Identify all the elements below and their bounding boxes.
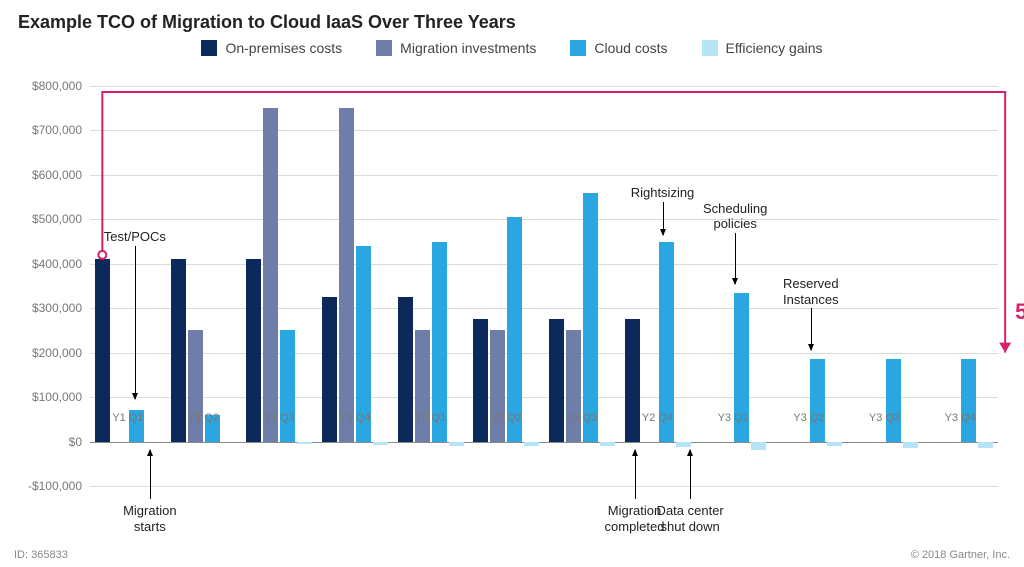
ytick-label: $800,000: [32, 79, 82, 93]
bar-efficiency: [903, 442, 918, 448]
annotation-label: Test/POCs: [104, 229, 166, 245]
bar-migration: [339, 108, 354, 441]
bar-group: Y1 Q2: [171, 86, 237, 486]
legend-swatch: [201, 40, 217, 56]
bar-migration: [566, 330, 581, 441]
bar-group: Y3 Q4: [927, 86, 993, 486]
bar-group: Y1 Q1: [95, 86, 161, 486]
footer-id: ID: 365833: [14, 549, 68, 561]
bar-migration: [188, 330, 203, 441]
legend: On-premises costs Migration investments Cl…: [0, 40, 1024, 56]
bar-group: Y2 Q1: [398, 86, 464, 486]
bar-group: Y1 Q3: [246, 86, 312, 486]
bar-efficiency: [676, 442, 691, 447]
ytick-label: -$100,000: [28, 479, 82, 493]
bar-cloud: [961, 359, 976, 441]
legend-swatch: [702, 40, 718, 56]
bar-cloud: [507, 217, 522, 441]
xtick-label: Y1 Q1: [90, 412, 166, 424]
bar-efficiency: [297, 442, 312, 444]
legend-item: On-premises costs: [201, 40, 342, 56]
bar-cloud: [583, 193, 598, 442]
callout-label: 55%: [1015, 299, 1024, 325]
bar-efficiency: [600, 442, 615, 446]
xtick-label: Y3 Q3: [847, 412, 923, 424]
gridline: [90, 486, 998, 487]
legend-label: Migration investments: [400, 40, 536, 56]
xtick-label: Y1 Q3: [241, 412, 317, 424]
ytick-label: $100,000: [32, 390, 82, 404]
annotation-label: Data centershut down: [657, 503, 724, 534]
bar-cloud: [280, 330, 295, 441]
annotation-label: ReservedInstances: [783, 276, 839, 307]
ytick-label: $0: [69, 435, 82, 449]
bar-group: Y1 Q4: [322, 86, 388, 486]
bar-cloud: [886, 359, 901, 441]
bar-efficiency: [449, 442, 464, 446]
plot: -$100,000$0$100,000$200,000$300,000$400,…: [90, 86, 998, 486]
xtick-label: Y3 Q4: [922, 412, 998, 424]
bar-migration: [490, 330, 505, 441]
annotation-label: Schedulingpolicies: [703, 201, 767, 232]
bar-group: Y2 Q4: [625, 86, 691, 486]
legend-item: Cloud costs: [570, 40, 667, 56]
legend-swatch: [376, 40, 392, 56]
annotation-label: Migrationcompleted: [605, 503, 665, 534]
bar-group: Y2 Q2: [473, 86, 539, 486]
xtick-label: Y3 Q1: [695, 412, 771, 424]
legend-item: Migration investments: [376, 40, 536, 56]
chart-title: Example TCO of Migration to Cloud IaaS O…: [18, 12, 516, 33]
ytick-label: $700,000: [32, 123, 82, 137]
ytick-label: $400,000: [32, 257, 82, 271]
annotation-label: Migrationstarts: [123, 503, 176, 534]
ytick-label: $300,000: [32, 301, 82, 315]
annotation-arrow: [663, 202, 664, 235]
ytick-label: $500,000: [32, 212, 82, 226]
footer-copyright: © 2018 Gartner, Inc.: [911, 549, 1010, 561]
annotation-arrow: [150, 450, 151, 499]
bar-efficiency: [751, 442, 766, 450]
bar-group: Y3 Q3: [852, 86, 918, 486]
ytick-label: $600,000: [32, 168, 82, 182]
bar-migration: [263, 108, 278, 441]
bar-group: Y2 Q3: [549, 86, 615, 486]
annotation-arrow: [635, 450, 636, 499]
bar-cloud: [810, 359, 825, 441]
annotation-arrow: [690, 450, 691, 499]
bar-efficiency: [827, 442, 842, 446]
bar-group: Y3 Q1: [700, 86, 766, 486]
annotation-arrow: [135, 246, 136, 399]
bar-efficiency: [373, 442, 388, 446]
xtick-label: Y2 Q4: [620, 412, 696, 424]
legend-swatch: [570, 40, 586, 56]
legend-label: Cloud costs: [594, 40, 667, 56]
bar-migration: [415, 330, 430, 441]
legend-label: Efficiency gains: [726, 40, 823, 56]
bar-efficiency: [524, 442, 539, 446]
xtick-label: Y2 Q1: [393, 412, 469, 424]
bars-container: Y1 Q1Y1 Q2Y1 Q3Y1 Q4Y2 Q1Y2 Q2Y2 Q3Y2 Q4…: [90, 86, 998, 486]
xtick-label: Y2 Q3: [544, 412, 620, 424]
xtick-label: Y2 Q2: [468, 412, 544, 424]
xtick-label: Y1 Q4: [317, 412, 393, 424]
annotation-label: Rightsizing: [631, 185, 695, 201]
legend-item: Efficiency gains: [702, 40, 823, 56]
xtick-label: Y3 Q2: [771, 412, 847, 424]
bar-efficiency: [978, 442, 993, 448]
xtick-label: Y1 Q2: [166, 412, 242, 424]
annotation-arrow: [811, 308, 812, 350]
ytick-label: $200,000: [32, 346, 82, 360]
annotation-arrow: [735, 233, 736, 284]
legend-label: On-premises costs: [225, 40, 342, 56]
chart-area: -$100,000$0$100,000$200,000$300,000$400,…: [90, 86, 998, 486]
